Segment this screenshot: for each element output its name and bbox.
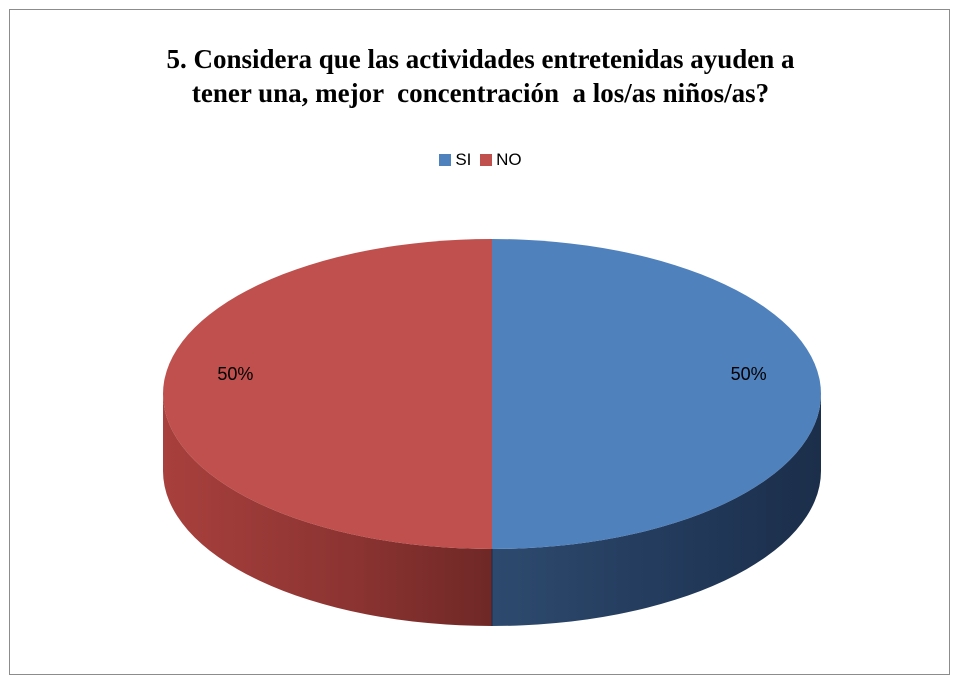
pie-chart: 50% 50% (163, 239, 821, 626)
legend-label-si: SI (455, 150, 472, 169)
pie-side-si (492, 394, 821, 626)
legend-label-no: NO (496, 150, 522, 169)
data-label-no: 50% (217, 364, 253, 384)
pie-side-no (163, 394, 492, 626)
chart-title: 5. Considera que las actividades entrete… (10, 42, 951, 110)
chart-legend: SI NO (10, 150, 951, 171)
pie-sides (163, 394, 821, 626)
pie-tops (163, 239, 821, 549)
chart-title-line-1: 5. Considera que las actividades entrete… (166, 44, 795, 74)
pie-slice-no (163, 239, 492, 549)
legend-swatch-no (480, 154, 493, 166)
chart-frame: 5. Considera que las actividades entrete… (9, 9, 950, 675)
legend-item-si: SI (439, 150, 471, 170)
legend-item-no: NO (480, 150, 522, 170)
pie-slice-si (492, 239, 821, 549)
data-label-si: 50% (731, 364, 767, 384)
chart-title-line-2: tener una, mejor concentración a los/as … (191, 78, 770, 108)
legend-swatch-si (439, 154, 452, 166)
pie-labels: 50% 50% (217, 364, 766, 384)
